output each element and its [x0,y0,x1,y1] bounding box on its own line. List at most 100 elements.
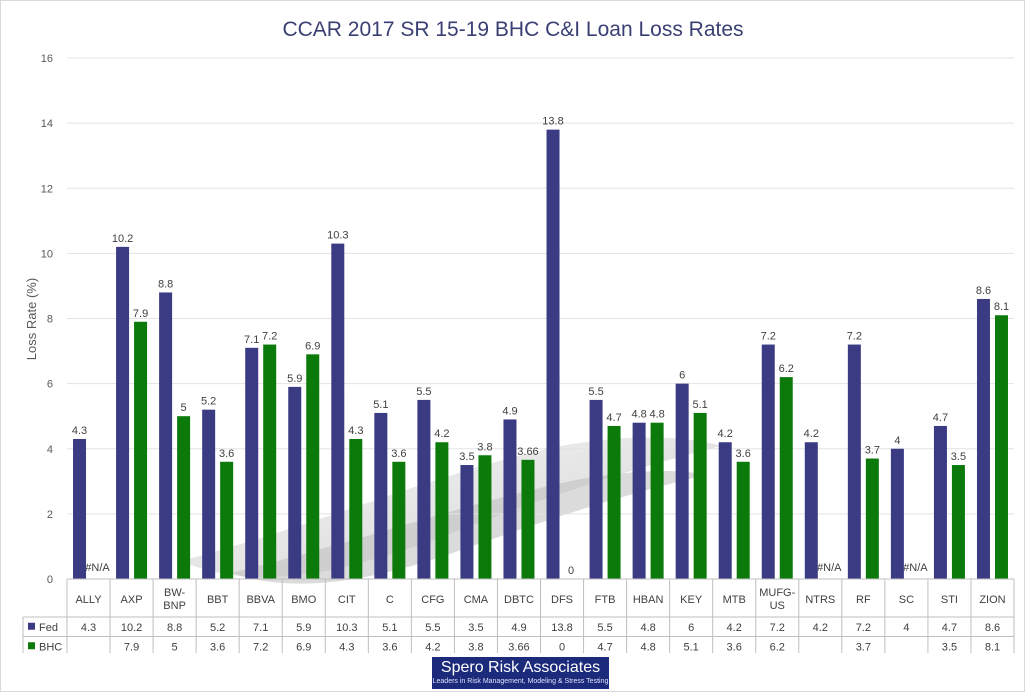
table-cell: 4 [903,622,909,634]
bar-bhc [650,422,664,579]
y-tick-label: 16 [41,53,53,65]
table-cell: 10.2 [121,622,142,634]
x-tick-label: KEY [680,594,703,606]
data-label-fed: 4.3 [72,425,87,437]
data-label-fed: 5.1 [373,399,388,411]
table-cell: 8.6 [985,622,1000,634]
data-label-bhc: 8.1 [994,301,1009,313]
bar-bhc [392,461,406,579]
x-tick-label: DBTC [504,594,534,606]
data-label-bhc: #N/A [817,562,842,574]
x-tick-label: STI [941,594,958,606]
data-label-fed: 10.3 [327,230,348,242]
bar-fed [245,347,259,579]
bar-fed [460,465,474,579]
table-cell: 5 [172,641,178,653]
data-table: ALLY AXP BW-BNP BBT BBVA BMO CIT C CFG CMA DBTC DFS… [22,578,1015,653]
bar-bhc [177,416,191,579]
table-cell: 8.8 [167,622,182,634]
data-label-fed: 7.1 [244,334,259,346]
table-cell: 5.2 [210,622,225,634]
x-tick-label: BW-BNP [163,587,186,612]
table-cell: 5.1 [684,641,699,653]
table-cell: 4.8 [640,641,655,653]
x-tick-label: HBAN [633,594,664,606]
bar-fed [202,409,216,579]
table-cell: 4.2 [425,641,440,653]
table-cell: 5.5 [597,622,612,634]
y-tick-label: 8 [47,314,53,326]
data-label-fed: 7.2 [847,331,862,343]
x-tick-label: MUFG-US [759,587,795,612]
table-cell: 3.5 [942,641,957,653]
y-tick-label: 4 [47,444,53,456]
bar-fed [546,129,560,579]
x-tick-label: BBT [207,594,229,606]
table-cell: 3.6 [727,641,742,653]
x-tick-label: CFG [421,594,444,606]
bar-bhc [736,461,750,579]
table-cell: 7.2 [253,641,268,653]
data-label-fed: 4.8 [631,409,646,421]
x-tick-label: CIT [338,594,356,606]
legend-swatch-bhc [28,642,35,650]
logo-tagline: Leaders in Risk Management, Modeling & S… [432,678,609,685]
x-tick-label: BBVA [246,594,275,606]
data-label-bhc: 3.8 [477,441,492,453]
table-cell: 4.3 [81,622,96,634]
data-label-bhc: 4.3 [348,425,363,437]
data-label-fed: 4.2 [718,428,733,440]
y-tick-label: 12 [41,183,53,195]
bars [73,129,1008,580]
data-label-fed: 4 [894,435,900,447]
table-cell: 6.9 [296,641,311,653]
data-label-bhc: 4.7 [606,412,621,424]
table-cell: 5.9 [296,622,311,634]
bar-bhc [521,459,535,579]
table-cell: 0 [559,641,565,653]
table-cell: 4.8 [640,622,655,634]
data-label-bhc: 3.6 [219,448,234,460]
table-cell: 10.3 [336,622,357,634]
bar-fed [503,419,517,579]
x-tick-label: ZION [979,594,1005,606]
table-cell: 8.1 [985,641,1000,653]
table-cell: 7.2 [856,622,871,634]
y-tick-label: 10 [41,248,53,260]
table-cell: 5.1 [382,622,397,634]
table-cell: 4.2 [727,622,742,634]
data-label-fed: 3.5 [459,451,474,463]
y-axis: 0 2 4 6 8 10 12 14 16 [41,53,53,586]
data-label-fed: 5.9 [287,373,302,385]
x-tick-label: C [386,594,394,606]
data-label-bhc: 7.2 [262,331,277,343]
bar-bhc [779,377,793,579]
table-cell: 3.7 [856,641,871,653]
y-tick-label: 14 [41,118,53,130]
data-label-fed: 13.8 [542,116,563,128]
chart-title: CCAR 2017 SR 15-19 BHC C&I Loan Loss Rat… [282,18,743,41]
data-label-bhc: #N/A [903,562,928,574]
logo-name: Spero Risk Associates [440,659,601,676]
y-axis-title: Loss Rate (%) [24,278,39,360]
bar-fed [718,442,732,579]
table-cell: 4.2 [813,622,828,634]
data-label-bhc: 6.9 [305,340,320,352]
data-label-bhc: 3.6 [736,448,751,460]
data-label-fed: 5.5 [416,386,431,398]
y-tick-label: 0 [47,574,53,586]
data-label-bhc: 3.66 [517,446,538,458]
bar-fed [589,399,603,579]
data-label-bhc: 5 [181,402,187,414]
bar-bhc [607,425,621,579]
bar-bhc [435,442,449,579]
bar-fed [374,412,388,579]
bar-fed [890,448,904,579]
data-label-bhc: 3.6 [391,448,406,460]
bar-fed [976,298,990,579]
company-logo: Spero Risk Associates Leaders in Risk Ma… [432,657,609,689]
data-label-fed: 6 [679,370,685,382]
x-tick-label: AXP [121,594,143,606]
table-cell: 7.2 [770,622,785,634]
